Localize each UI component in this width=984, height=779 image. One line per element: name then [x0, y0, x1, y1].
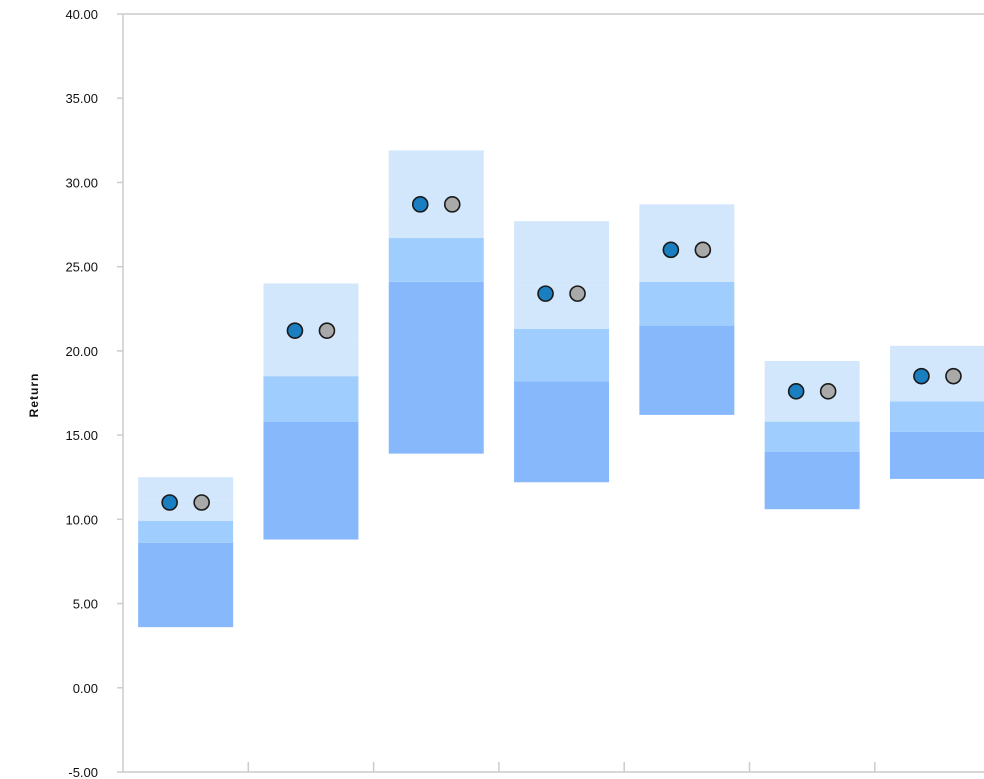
band-segment-7-4: [889, 345, 984, 380]
y-tick-label-8: 5.00: [73, 597, 98, 612]
primary-marker-3: [411, 196, 429, 213]
band-segment-6-2: [764, 421, 860, 452]
band-segment-7-2: [889, 401, 984, 432]
band-segment-2-1: [263, 421, 359, 540]
band-segment-1-3: [138, 500, 234, 522]
band-segment-2-3: [263, 339, 359, 377]
y-tick-label-2: 35.00: [65, 91, 98, 106]
band-segment-6-1: [764, 451, 860, 510]
band-segment-5-4: [639, 204, 735, 247]
band-segment-5-2: [639, 281, 735, 326]
secondary-marker-2: [318, 322, 336, 339]
band-segment-4-2: [514, 328, 610, 382]
y-tick-label-9: 0.00: [73, 681, 98, 696]
band-segment-6-3: [764, 393, 860, 422]
y-tick-label-1: 40.00: [65, 7, 98, 22]
primary-marker-1: [161, 494, 178, 511]
secondary-marker-5: [694, 241, 712, 259]
secondary-marker-4: [569, 285, 586, 302]
band-segment-3-3: [388, 207, 484, 239]
band-segment-7-3: [889, 379, 984, 402]
secondary-marker-6: [819, 383, 837, 400]
axes-layer: [117, 13, 984, 773]
band-segment-3-1: [388, 281, 484, 454]
band-segment-5-3: [639, 246, 735, 282]
band-segment-7-1: [889, 431, 984, 479]
primary-marker-4: [537, 285, 554, 302]
primary-marker-2: [286, 322, 304, 339]
band-segment-5-1: [639, 325, 735, 415]
band-segment-4-4: [514, 221, 610, 286]
markers-layer: [161, 196, 962, 511]
band-segment-2-4: [263, 283, 359, 340]
secondary-marker-3: [443, 196, 461, 213]
primary-marker-7: [913, 367, 930, 385]
band-segment-1-4: [138, 477, 234, 501]
y-tick-label-10: -5.00: [68, 765, 98, 779]
y-axis-title-group: Return: [27, 373, 41, 418]
y-tick-label-4: 25.00: [65, 260, 98, 275]
y-tick-label-7: 10.00: [65, 512, 98, 527]
y-tick-label-5: 20.00: [65, 344, 98, 359]
band-segment-6-4: [764, 360, 860, 393]
band-segment-3-2: [388, 238, 484, 282]
band-segment-1-1: [138, 542, 234, 628]
y-axis-title: Return: [27, 373, 41, 418]
primary-marker-6: [787, 383, 805, 400]
primary-marker-5: [662, 241, 680, 259]
band-segment-3-4: [388, 150, 484, 208]
secondary-marker-7: [945, 367, 962, 385]
y-tick-label-3: 30.00: [65, 175, 98, 190]
secondary-marker-1: [193, 494, 210, 511]
band-segment-1-2: [138, 521, 234, 543]
band-segment-2-2: [263, 376, 359, 422]
y-tick-labels: 40.00 35.00 30.00 25.00 20.00 15.00 10.00 5.00 0…: [65, 7, 98, 779]
band-segment-4-3: [514, 285, 610, 329]
y-tick-label-6: 15.00: [65, 428, 98, 443]
bands-layer: [138, 150, 984, 628]
band-segment-4-1: [514, 381, 610, 483]
